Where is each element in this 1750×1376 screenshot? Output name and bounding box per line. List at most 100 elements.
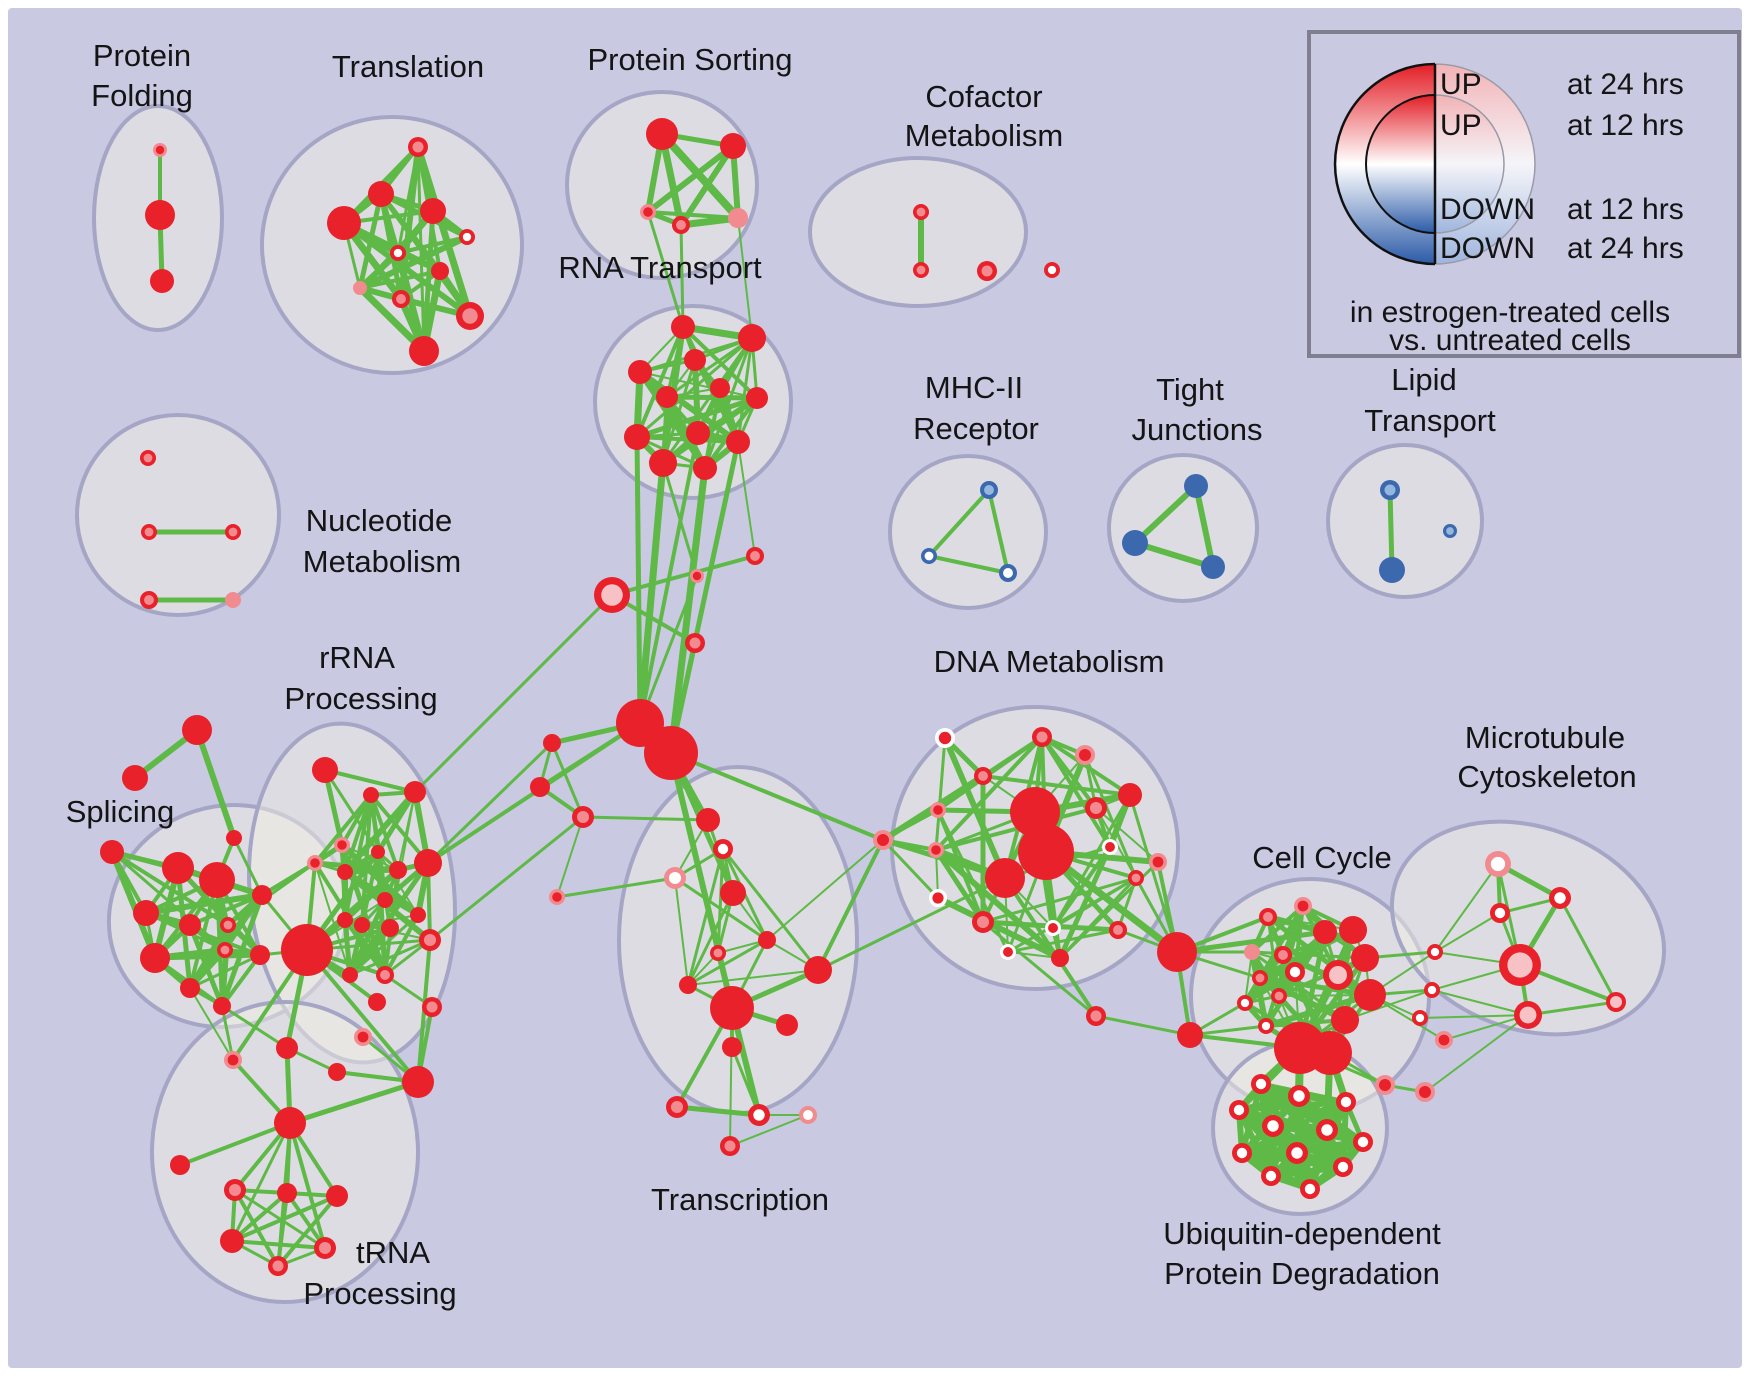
edge-u9-u10: [1268, 1164, 1346, 1179]
gene-node-tt4: [710, 945, 726, 961]
edge-tn0-tn6: [288, 1121, 327, 1250]
gene-node-rt3: [684, 349, 706, 371]
gene-node-u3: [1229, 1100, 1249, 1120]
edge-rt2-rt9: [637, 369, 741, 445]
edge-ps0-ps4: [658, 130, 742, 222]
edge-m6-m7: [1526, 1000, 1618, 1017]
edge-ch0-rt9: [737, 441, 756, 557]
gene-node-cc20: [1415, 1082, 1435, 1102]
gene-node-tj0: [1184, 474, 1208, 498]
edge-tt6-tt7: [687, 969, 819, 986]
cluster-label-10: Junctions: [1132, 412, 1263, 447]
gene-node-m3: [1427, 944, 1443, 960]
gene-node-d20: [1051, 949, 1069, 967]
cluster-label-0: Protein: [93, 38, 191, 73]
gene-node-tt3: [720, 880, 746, 906]
gene-node-s5: [140, 943, 170, 973]
gene-node-tc3: [368, 993, 386, 1011]
gene-node-nm4: [225, 592, 241, 608]
gene-node-lp2: [1443, 524, 1457, 538]
edge-tn3-tn6: [285, 1191, 327, 1250]
gene-node-nm3: [140, 591, 158, 609]
gene-node-hl0: [543, 734, 561, 752]
gene-node-ch1: [690, 569, 704, 583]
edge-d10-b0: [1128, 793, 1179, 954]
gene-node-ch3: [685, 633, 705, 653]
legend-caption-line2: vs. untreated cells: [1389, 324, 1631, 357]
gene-node-mh2: [999, 564, 1017, 582]
gene-node-hl2: [572, 806, 594, 828]
edge-tn2-tn7: [233, 1188, 280, 1268]
edge-tb6-tb0: [729, 1007, 733, 1147]
cluster-labels: Protein Folding Translation Protein Sorting…: [66, 38, 1637, 1311]
gene-node-d3: [974, 767, 992, 785]
cluster-label-25: Ubiquitin-dependent: [1163, 1216, 1441, 1251]
edge-rt5-rt6: [664, 394, 760, 401]
gene-node-lp1: [1379, 557, 1405, 583]
edge-cc6-cc11: [1277, 956, 1367, 998]
cluster-label-17: Splicing: [66, 794, 175, 829]
gene-node-s6: [180, 978, 200, 998]
gene-node-cc3: [1274, 946, 1292, 964]
edge-lp0-lp1: [1387, 487, 1395, 573]
gene-node-d10: [1118, 783, 1142, 807]
edge-tt1-tt7: [686, 847, 725, 987]
gene-node-rr10: [337, 912, 353, 928]
cluster-label-26: Protein Degradation: [1164, 1256, 1440, 1291]
gene-node-lp0: [1380, 480, 1400, 500]
gene-node-cc19: [1375, 1075, 1395, 1095]
edge-rr1-rr4: [313, 793, 373, 865]
gene-node-rr3: [334, 837, 350, 853]
edge-d14-d16: [981, 876, 1138, 924]
edge-rr6-rr16: [375, 849, 388, 978]
gene-node-cc1: [1294, 897, 1312, 915]
edge-d10-d17: [1051, 793, 1132, 930]
legend-caption-line1: in estrogen-treated cells: [1350, 296, 1670, 329]
gene-node-s11: [213, 997, 231, 1015]
cluster-label-23: Microtubule: [1465, 720, 1625, 755]
gene-node-rt9: [726, 430, 750, 454]
edge-d14-d18: [1116, 876, 1138, 932]
gene-node-cc18: [1435, 1031, 1453, 1049]
edge-rt11-h1: [667, 464, 709, 757]
edge-hl0-hl2: [550, 741, 585, 819]
edge-rt1-rt5: [665, 336, 754, 399]
gene-node-d5: [873, 830, 893, 850]
edge-cc14-m4: [1344, 989, 1433, 1021]
edge-sp2-s9: [232, 836, 264, 897]
gene-node-t9: [456, 302, 484, 330]
gene-node-tn5: [220, 1229, 244, 1253]
edge-rr11-rr15: [347, 922, 365, 978]
gene-node-cc16: [1308, 1031, 1352, 1075]
edge-s9-s11: [219, 892, 265, 1009]
gene-node-cc2: [1244, 944, 1260, 960]
edge-tt2-tt7: [674, 877, 689, 986]
cluster-label-15: rRNA: [319, 640, 395, 675]
gene-node-cc14: [1331, 1006, 1359, 1034]
gene-node-t2: [327, 206, 361, 240]
edge-d18-d19: [1006, 928, 1120, 954]
gene-node-t7: [353, 281, 367, 295]
edge-cc20-m6: [1424, 1014, 1529, 1093]
gene-node-d19: [1000, 944, 1016, 960]
edge-d12-d17: [1051, 845, 1112, 930]
cluster-label-4: RNA Transport: [558, 250, 762, 285]
edge-tt2-tt5: [673, 876, 769, 942]
gene-node-rr7: [389, 861, 407, 879]
cluster-mhc-ii: [888, 454, 1048, 610]
gene-node-tj1: [1122, 530, 1148, 556]
edge-d17-d18: [1052, 927, 1119, 931]
gene-node-tt0: [696, 808, 720, 832]
gene-node-d16: [972, 911, 994, 933]
gene-node-pf2: [150, 269, 174, 293]
gene-node-cc4: [1285, 962, 1305, 982]
gene-node-cc5: [1252, 970, 1268, 986]
gene-node-d17: [1045, 920, 1061, 936]
edge-rr2-rr6: [375, 789, 418, 855]
edge-mh0-mh2: [987, 488, 1010, 575]
edge-h1-d5: [669, 751, 885, 842]
gene-node-ps4: [728, 208, 748, 228]
gene-node-ps2: [640, 204, 656, 220]
edge-tj0-tj1: [1132, 483, 1199, 546]
gene-node-d1: [1032, 727, 1052, 747]
